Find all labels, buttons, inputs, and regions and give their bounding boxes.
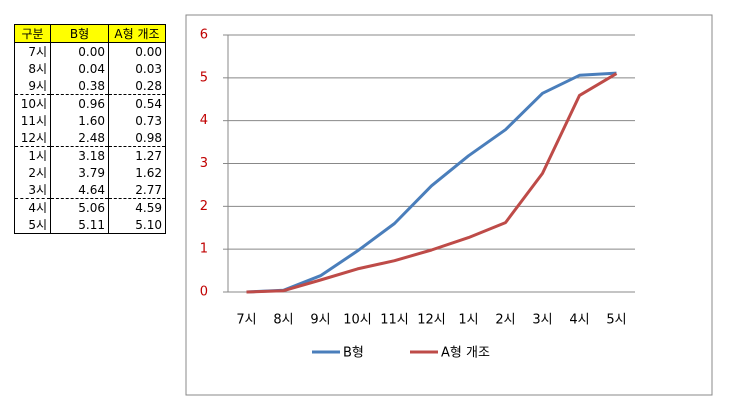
table-row: 12시 2.48 0.98 — [14, 129, 166, 147]
table-row: 구분 B형 A형 개조 — [14, 24, 166, 43]
table-row: 7시 0.00 0.00 — [14, 42, 166, 60]
table-cell: 4.59 — [108, 198, 166, 216]
table-cell: 3.18 — [50, 146, 109, 164]
table-row: 11시 1.60 0.73 — [14, 112, 166, 129]
table-row: 2시 3.79 1.62 — [14, 164, 166, 181]
y-tick-label: 2 — [200, 199, 208, 214]
table-cell: 0.04 — [50, 60, 109, 77]
table-cell: 3.79 — [50, 164, 109, 181]
x-tick-label: 7시 — [236, 313, 256, 328]
table-cell: B형 — [50, 24, 109, 43]
x-tick-label: 4시 — [569, 313, 589, 328]
table-cell: 0.28 — [108, 77, 166, 95]
table-cell: 8시 — [14, 60, 51, 77]
table-cell: 0.00 — [108, 42, 166, 60]
table-cell: 0.54 — [108, 94, 166, 112]
table-row: 10시 0.96 0.54 — [14, 94, 166, 112]
table-row: 5시 5.11 5.10 — [14, 216, 166, 234]
legend-label: A형 개조 — [441, 346, 490, 361]
table-cell: 5.11 — [50, 216, 109, 234]
table-cell: 4.64 — [50, 181, 109, 199]
table-cell: 5.10 — [108, 216, 166, 234]
x-tick-label: 8시 — [273, 313, 293, 328]
table-cell: 0.98 — [108, 129, 166, 147]
x-tick-label: 10시 — [343, 313, 372, 328]
table-cell: 구분 — [14, 24, 51, 43]
table-cell: 9시 — [14, 77, 51, 95]
table-cell: 2.77 — [108, 181, 166, 199]
table-cell: 1시 — [14, 146, 51, 164]
table-row: 1시 3.18 1.27 — [14, 146, 166, 164]
table-cell: A형 개조 — [108, 24, 166, 43]
table-cell: 4시 — [14, 198, 51, 216]
x-tick-label: 2시 — [495, 313, 515, 328]
chart-frame — [185, 14, 713, 396]
table-row: 9시 0.38 0.28 — [14, 77, 166, 95]
series-line — [246, 72, 618, 294]
y-tick-label: 6 — [200, 28, 208, 43]
y-tick-label: 5 — [200, 70, 208, 85]
table-cell: 7시 — [14, 42, 51, 60]
y-tick-label: 1 — [200, 242, 208, 257]
x-tick-label: 1시 — [458, 313, 478, 328]
table-cell: 10시 — [14, 94, 51, 112]
table-cell: 0.03 — [108, 60, 166, 77]
table-cell: 0.00 — [50, 42, 109, 60]
x-tick-label: 12시 — [417, 313, 446, 328]
series-line — [246, 71, 617, 294]
table-row: 8시 0.04 0.03 — [14, 60, 166, 77]
data-table: 구분 B형 A형 개조 7시 0.00 0.00 8시 0.04 0.03 9시 0.38 0.28 1… — [14, 24, 166, 234]
x-tick-label: 11시 — [380, 313, 409, 328]
x-tick-label: 9시 — [310, 313, 330, 328]
x-tick-label: 3시 — [532, 313, 552, 328]
table-cell: 1.62 — [108, 164, 166, 181]
table-cell: 12시 — [14, 129, 51, 147]
x-tick-label: 5시 — [606, 313, 626, 328]
table-cell: 0.73 — [108, 112, 166, 129]
legend-label: B형 — [343, 346, 364, 361]
table-cell: 1.60 — [50, 112, 109, 129]
y-tick-label: 4 — [200, 113, 208, 128]
y-tick-label: 3 — [200, 156, 208, 171]
table-row: 4시 5.06 4.59 — [14, 198, 166, 216]
table-row: 3시 4.64 2.77 — [14, 181, 166, 199]
y-tick-label: 0 — [200, 285, 208, 300]
table-cell: 2시 — [14, 164, 51, 181]
table-cell: 1.27 — [108, 146, 166, 164]
table-cell: 0.38 — [50, 77, 109, 95]
